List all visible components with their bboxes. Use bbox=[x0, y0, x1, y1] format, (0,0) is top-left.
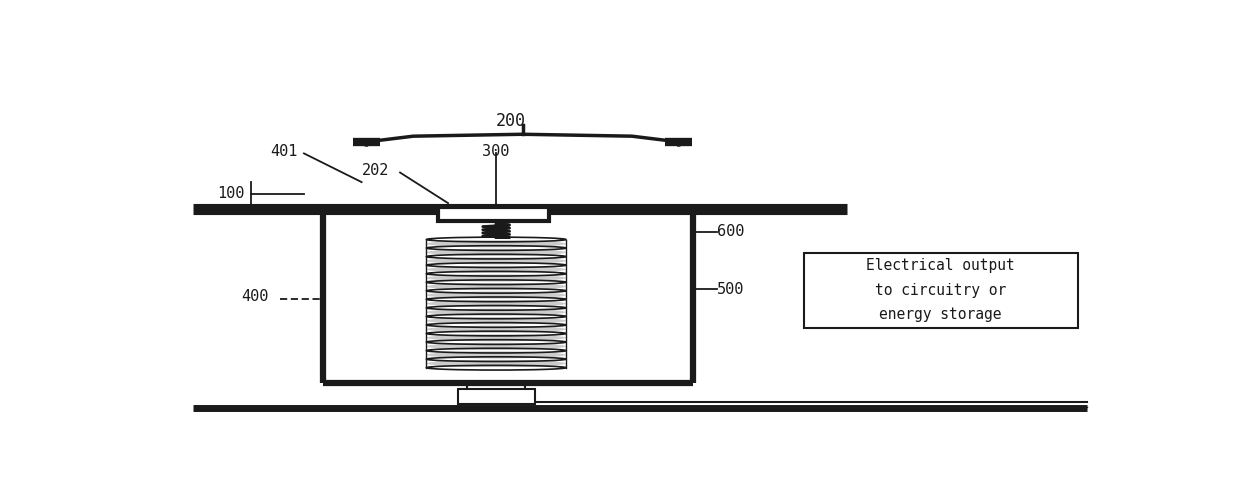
Ellipse shape bbox=[427, 309, 565, 316]
Text: 401: 401 bbox=[270, 144, 298, 159]
Ellipse shape bbox=[427, 351, 565, 358]
Ellipse shape bbox=[427, 248, 565, 256]
Text: 400: 400 bbox=[242, 289, 269, 304]
Ellipse shape bbox=[427, 266, 565, 273]
Ellipse shape bbox=[427, 274, 565, 282]
Text: 500: 500 bbox=[717, 282, 744, 297]
Text: 202: 202 bbox=[362, 163, 389, 178]
Bar bbox=[439, 207, 549, 221]
Text: 100: 100 bbox=[217, 186, 244, 201]
Ellipse shape bbox=[427, 334, 565, 341]
Text: 600: 600 bbox=[717, 224, 744, 240]
Ellipse shape bbox=[427, 326, 565, 333]
Bar bbox=[804, 253, 1078, 328]
Ellipse shape bbox=[427, 291, 565, 299]
Ellipse shape bbox=[427, 283, 565, 290]
Ellipse shape bbox=[427, 300, 565, 307]
Ellipse shape bbox=[427, 360, 565, 367]
Ellipse shape bbox=[427, 240, 565, 248]
Text: 300: 300 bbox=[482, 144, 510, 159]
Text: Electrical output
to circuitry or
energy storage: Electrical output to circuitry or energy… bbox=[867, 258, 1016, 323]
Ellipse shape bbox=[427, 257, 565, 264]
Text: 200: 200 bbox=[496, 112, 526, 130]
Ellipse shape bbox=[427, 317, 565, 325]
Ellipse shape bbox=[427, 343, 565, 350]
Bar bbox=[458, 389, 534, 404]
